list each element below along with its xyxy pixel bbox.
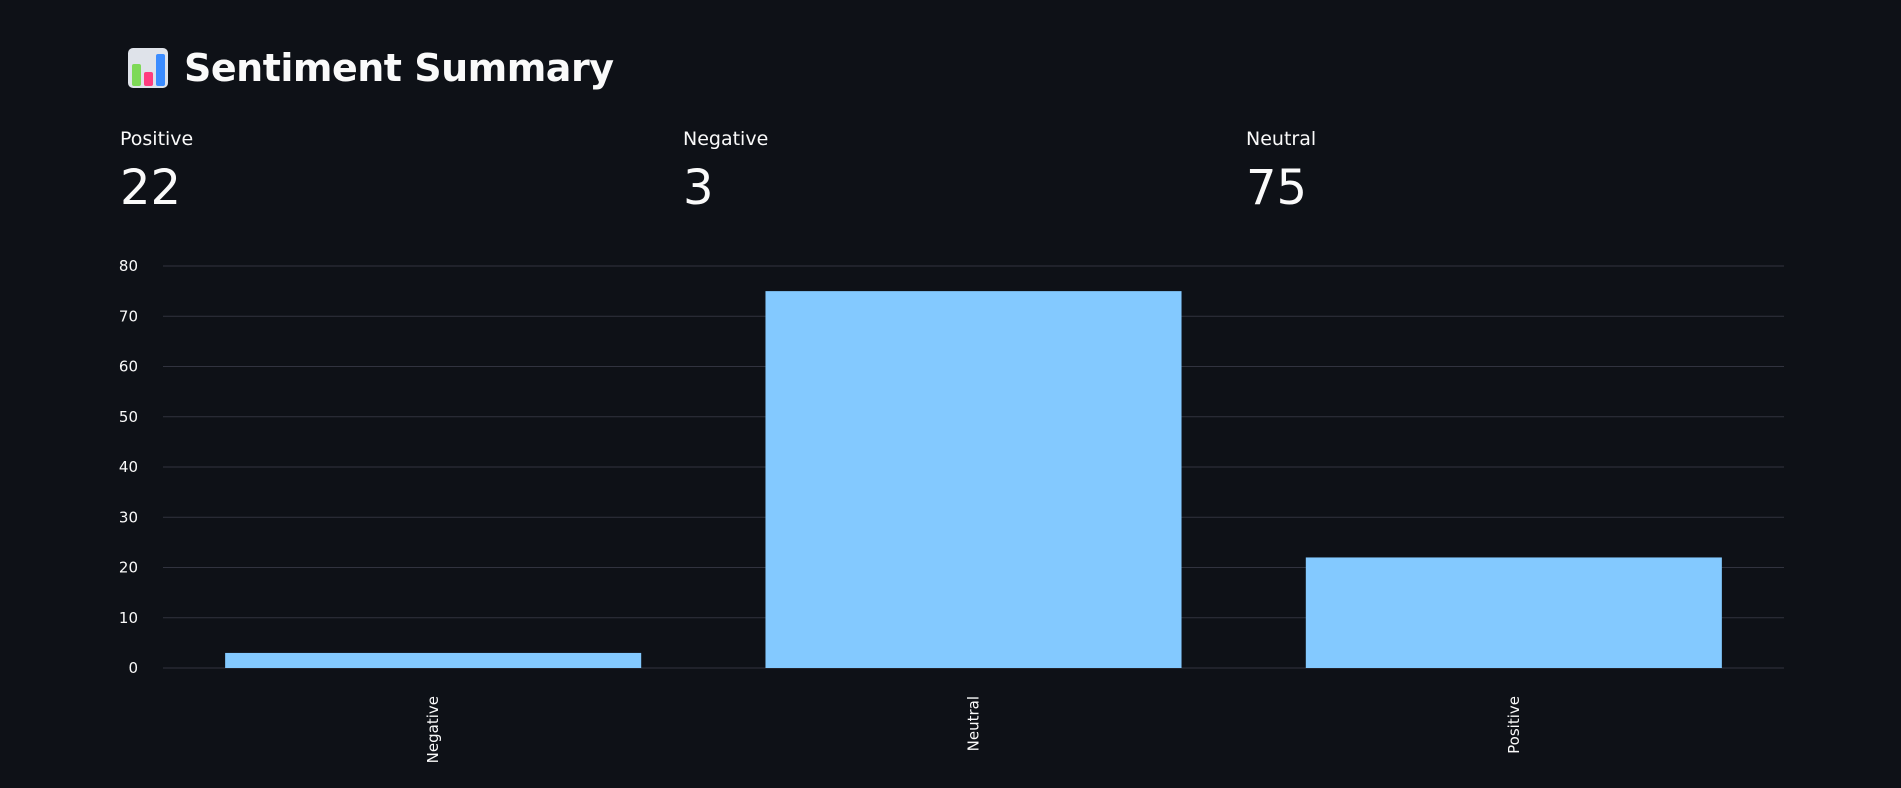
x-tick-label: Positive: [1505, 696, 1523, 754]
y-tick-label: 10: [119, 609, 138, 627]
y-tick-label: 50: [119, 408, 138, 426]
metric-positive: Positive 22: [120, 128, 193, 212]
y-tick-label: 80: [119, 257, 138, 275]
page-heading: Sentiment Summary: [126, 46, 614, 90]
metric-value: 75: [1246, 160, 1308, 216]
y-tick-label: 40: [119, 458, 138, 476]
metric-label: Negative: [683, 128, 769, 150]
metric-negative: Negative 3: [683, 128, 768, 212]
x-tick-label: Neutral: [965, 696, 983, 751]
bar-chart-icon: [128, 48, 168, 88]
bar-neutral: [765, 291, 1182, 668]
x-tick-label: Negative: [424, 696, 442, 763]
y-tick-label: 20: [119, 559, 138, 577]
y-tick-label: 0: [128, 659, 138, 677]
metric-label: Neutral: [1246, 128, 1317, 150]
metric-neutral: Neutral 75: [1246, 128, 1316, 212]
metric-label: Positive: [120, 128, 194, 150]
bar-negative: [225, 652, 642, 668]
page-title: Sentiment Summary: [184, 46, 614, 90]
bar-positive: [1305, 557, 1722, 668]
y-tick-label: 60: [119, 358, 138, 376]
y-tick-label: 30: [119, 508, 138, 526]
metric-value: 22: [120, 160, 182, 216]
metric-value: 3: [683, 160, 714, 216]
y-tick-label: 70: [119, 307, 138, 325]
